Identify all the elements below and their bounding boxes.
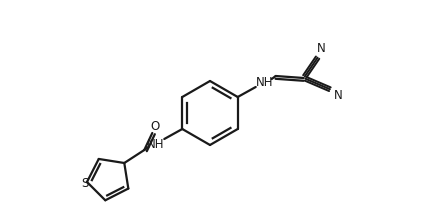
Text: N: N xyxy=(317,42,326,54)
Text: NH: NH xyxy=(146,137,164,151)
Text: NH: NH xyxy=(256,77,273,89)
Text: N: N xyxy=(334,89,343,103)
Text: S: S xyxy=(81,178,89,190)
Text: O: O xyxy=(151,119,160,133)
